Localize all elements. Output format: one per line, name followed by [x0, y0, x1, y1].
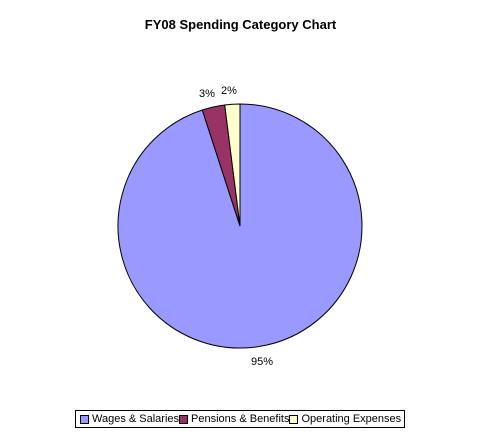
legend-item-wages-salaries: Wages & Salaries: [80, 413, 179, 425]
slice-label-operating-expenses: 2%: [221, 85, 237, 97]
legend-item-pensions-benefits: Pensions & Benefits: [179, 413, 289, 425]
pie-slice-operating-expenses: [224, 103, 241, 227]
slice-label-wages-salaries: 95%: [251, 356, 274, 368]
legend-label-pensions-benefits: Pensions & Benefits: [191, 413, 290, 425]
legend-swatch-operating-expenses: [289, 414, 299, 424]
legend-label-operating-expenses: Operating Expenses: [301, 413, 402, 425]
legend-label-wages-salaries: Wages & Salaries: [92, 413, 180, 425]
chart-legend: Wages & Salaries Pensions & Benefits Ope…: [75, 410, 405, 428]
legend-item-operating-expenses: Operating Expenses: [289, 413, 401, 425]
legend-swatch-wages-salaries: [80, 414, 89, 424]
slice-label-pensions-benefits: 3%: [199, 88, 215, 100]
legend-swatch-pensions-benefits: [179, 414, 189, 424]
chart-title: FY08 Spending Category Chart: [144, 17, 337, 32]
